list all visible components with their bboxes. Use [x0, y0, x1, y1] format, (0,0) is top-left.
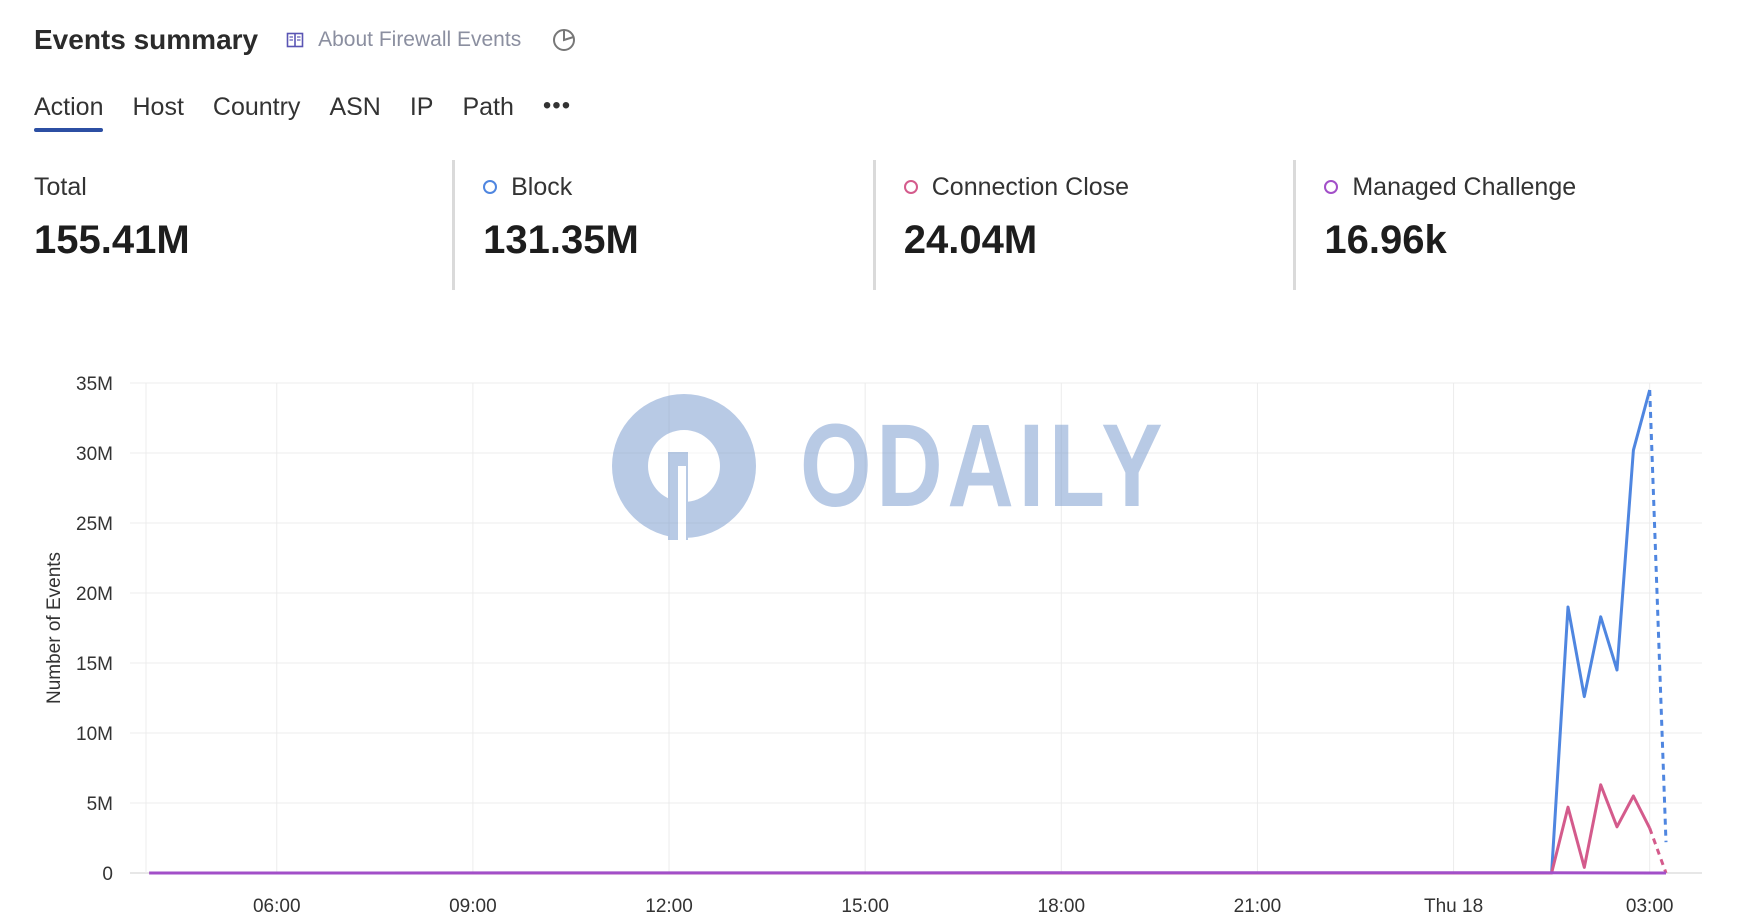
x-tick-label: 12:00	[645, 896, 693, 917]
x-tick-label: 03:00	[1626, 896, 1674, 917]
tab-path[interactable]: Path	[462, 93, 514, 121]
tab-ip[interactable]: IP	[409, 93, 434, 121]
x-tick-label: 18:00	[1038, 896, 1086, 917]
stat-managed-challenge-label: Managed Challenge	[1352, 172, 1577, 201]
events-chart: 0 5M 10M 15M 20M 25M 30M 35M 06:00 09:00 12:00 15:0…	[0, 360, 1738, 924]
stat-connection-close-label: Connection Close	[931, 172, 1130, 201]
stat-total-value: 155.41M	[34, 218, 190, 262]
y-tick-label: 30M	[76, 444, 113, 465]
stat-block-label: Block	[511, 172, 573, 201]
y-tick-label: 25M	[76, 514, 113, 535]
stat-block[interactable]: Block 131.35M	[452, 160, 873, 290]
y-tick-label: 35M	[76, 374, 113, 395]
y-tick-label: 10M	[76, 724, 113, 745]
series-line-connection-close	[149, 783, 1652, 875]
stat-total-label: Total	[34, 172, 87, 201]
tab-asn[interactable]: ASN	[329, 93, 381, 121]
stat-total: Total 155.41M	[34, 160, 452, 290]
tab-action[interactable]: Action	[34, 93, 104, 132]
stat-managed-challenge[interactable]: Managed Challenge 16.96k	[1293, 160, 1714, 290]
tab-country[interactable]: Country	[212, 93, 301, 121]
stat-managed-challenge-value: 16.96k	[1324, 218, 1447, 262]
header: Events summary About Firewall Events	[34, 20, 577, 60]
tab-host[interactable]: Host	[132, 93, 184, 121]
about-link-label: About Firewall Events	[318, 28, 522, 51]
x-tick-label: 09:00	[449, 896, 497, 917]
stats-row: Total 155.41M Block 131.35M Connection C…	[34, 160, 1714, 290]
x-tick-label: 21:00	[1234, 896, 1282, 917]
odaily-logo-icon	[612, 394, 756, 540]
page-title: Events summary	[34, 24, 259, 55]
tab-bar: Action Host Country ASN IP Path •••	[34, 86, 572, 132]
y-tick-label: 15M	[76, 654, 113, 675]
x-tick-label: 06:00	[253, 896, 301, 917]
pie-chart-icon[interactable]	[551, 27, 577, 53]
series-dashed-tail-connection-close	[1648, 827, 1668, 874]
events-chart-svg: 0 5M 10M 15M 20M 25M 30M 35M 06:00 09:00 12:00 15:0…	[44, 374, 1702, 917]
y-axis-title: Number of Events	[44, 552, 65, 704]
series-dashed-tail-block	[1648, 389, 1668, 843]
y-tick-label: 0	[102, 864, 113, 885]
about-firewall-events-link[interactable]: About Firewall Events	[286, 28, 521, 52]
x-tick-label: Thu 18	[1424, 896, 1483, 917]
x-tick-label: 15:00	[841, 896, 889, 917]
series-line-block	[149, 389, 1652, 875]
block-legend-circle-icon	[483, 180, 498, 194]
y-tick-label: 20M	[76, 584, 113, 605]
connection-close-legend-circle-icon	[903, 180, 918, 194]
odaily-watermark: ODAILY	[610, 392, 1271, 540]
managed-challenge-legend-circle-icon	[1324, 180, 1339, 194]
stat-connection-close[interactable]: Connection Close 24.04M	[872, 160, 1294, 290]
stat-connection-close-value: 24.04M	[903, 218, 1038, 262]
watermark-text: ODAILY	[800, 400, 1168, 532]
book-icon	[286, 32, 304, 48]
more-options-icon[interactable]: •••	[542, 92, 572, 119]
stat-block-value: 131.35M	[483, 218, 639, 262]
y-tick-label: 5M	[87, 794, 113, 815]
